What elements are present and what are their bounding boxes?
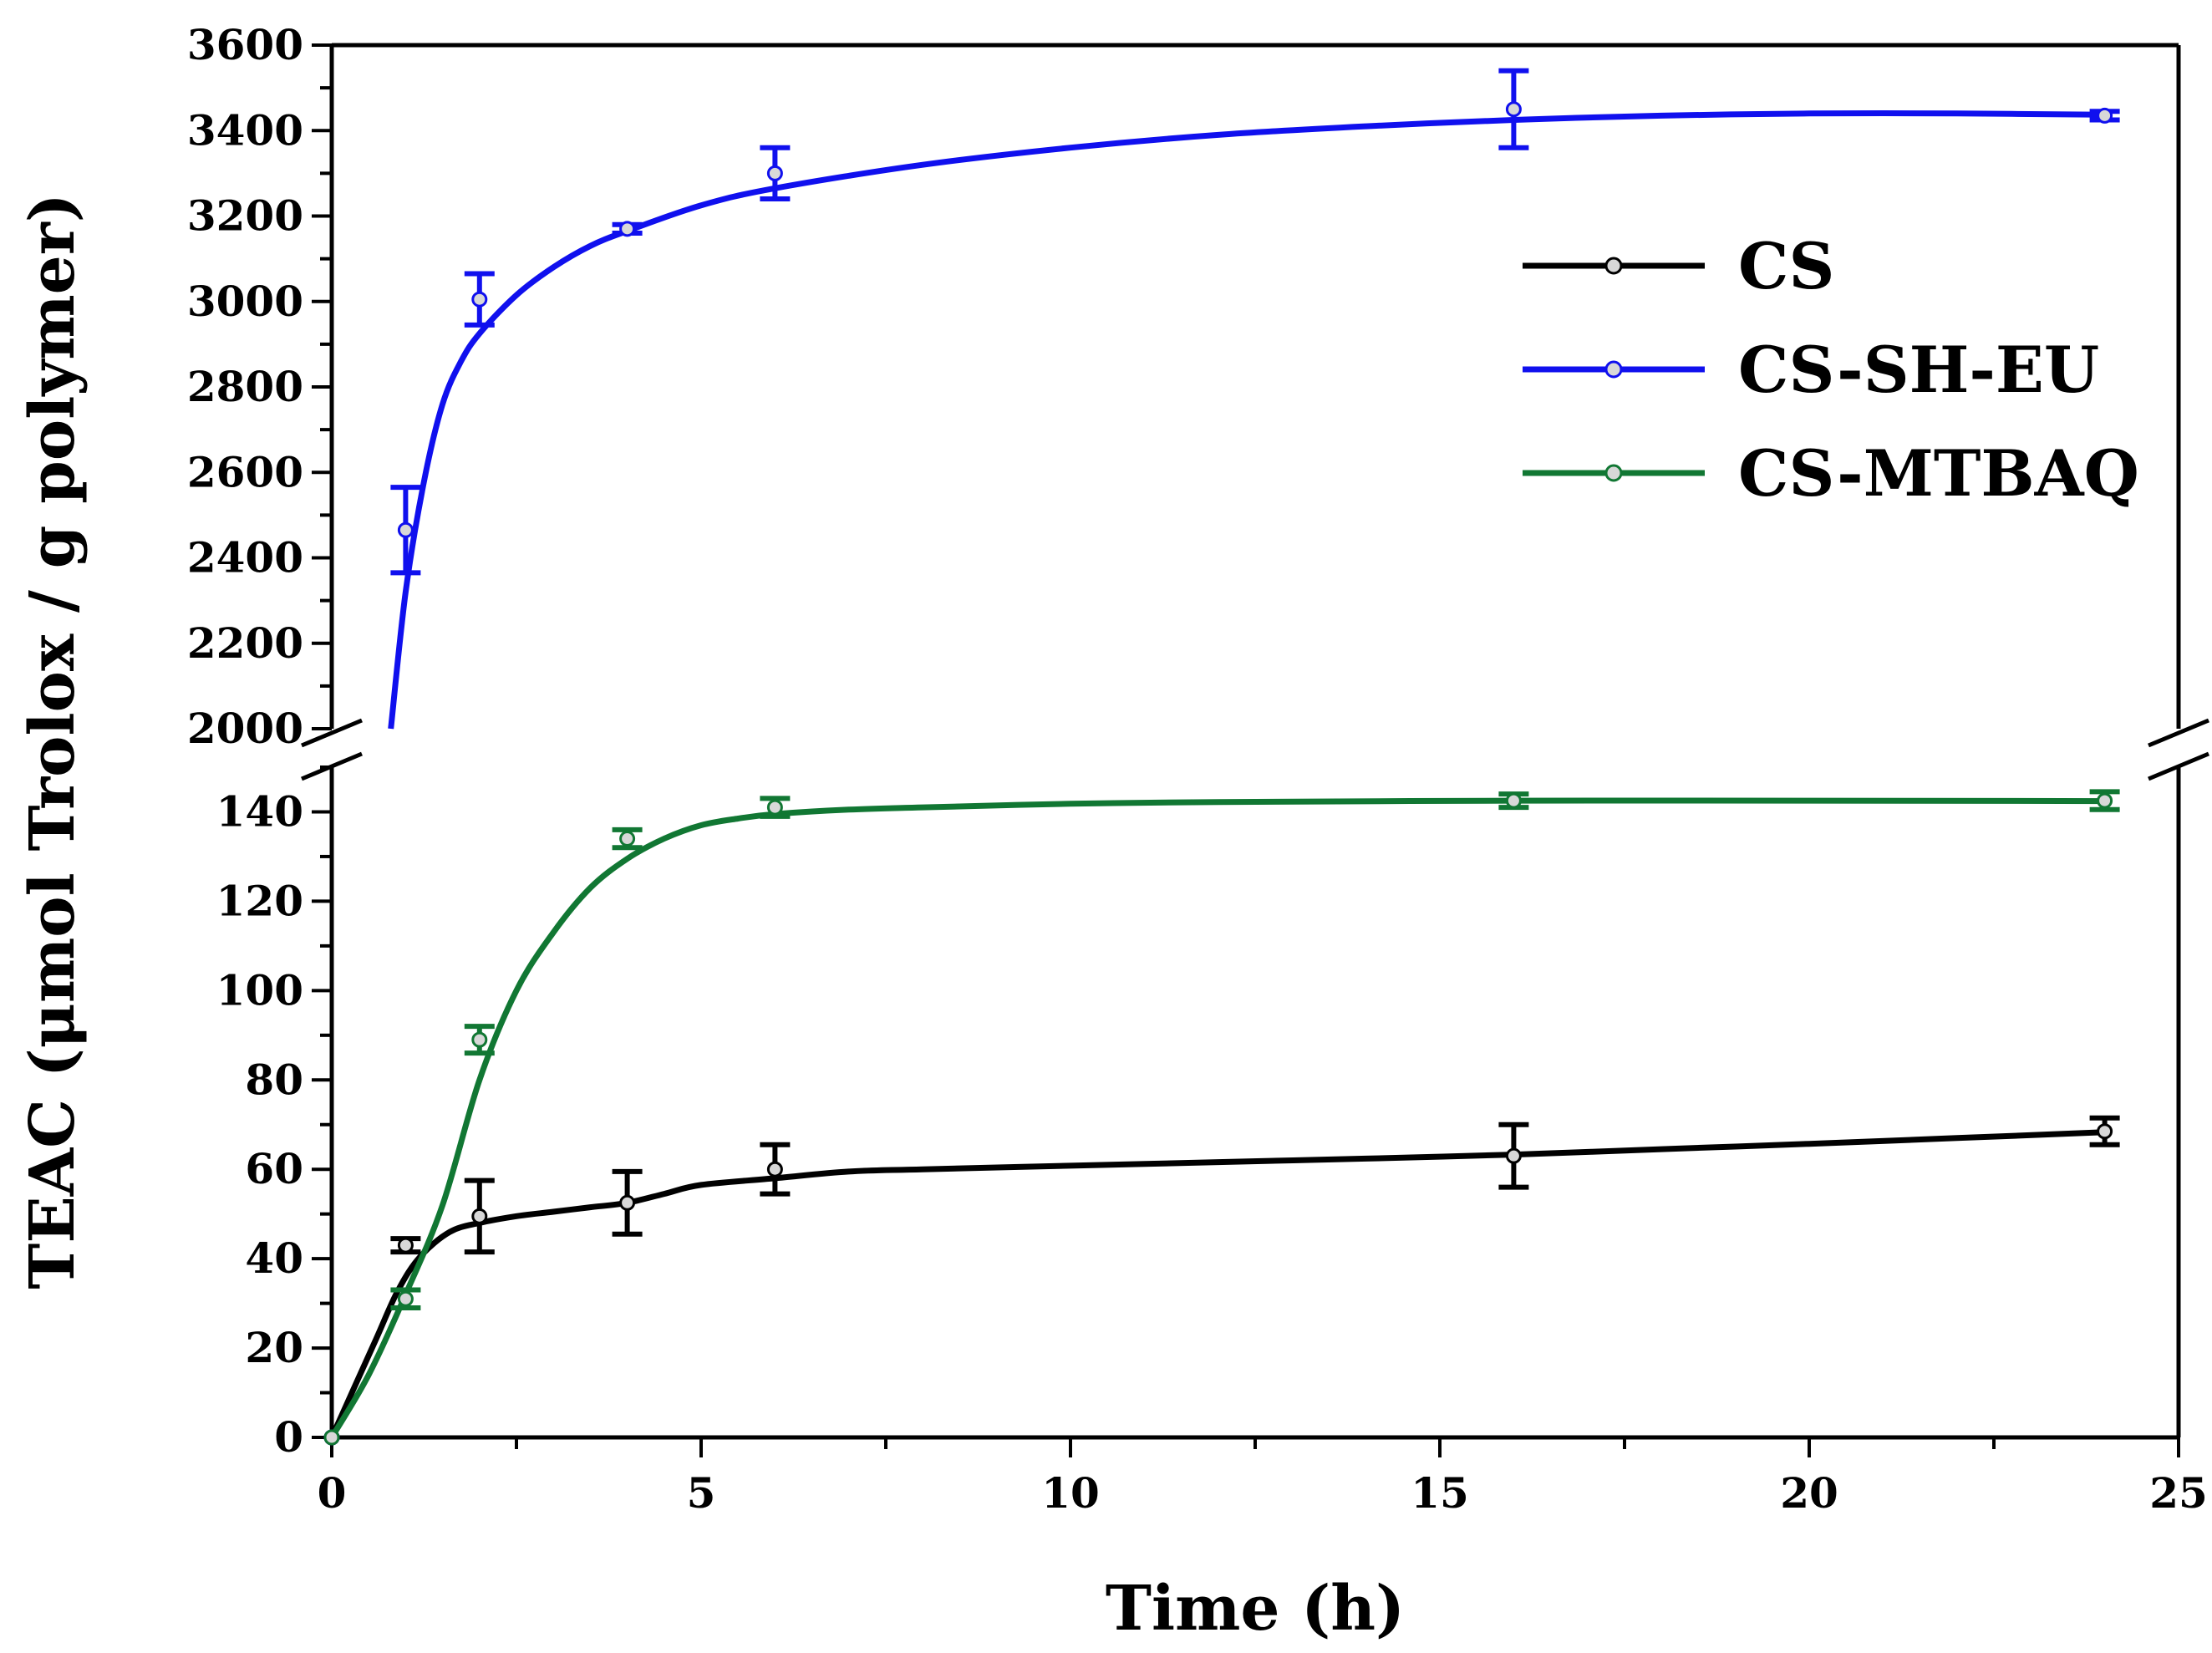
fit-curve-cs-mtbaq xyxy=(328,797,2105,1439)
series-layer xyxy=(323,68,2120,1446)
data-point-cs-mtbaq xyxy=(766,799,783,816)
y-tick-label: 2600 xyxy=(187,447,303,496)
legend-item-cs-sh-eu: CS-SH-EU xyxy=(1523,333,2099,407)
y-tick-label: 100 xyxy=(216,965,303,1015)
data-point-cs-mtbaq xyxy=(619,831,636,847)
data-point-cs xyxy=(766,1161,783,1177)
y-tick-label: 3000 xyxy=(187,277,303,326)
legend-marker xyxy=(1604,257,1623,275)
plot-frame xyxy=(329,43,2181,1440)
y-tick-label: 80 xyxy=(245,1055,303,1104)
x-tick-label: 5 xyxy=(687,1468,716,1518)
fit-curve-cs-sh-eu xyxy=(388,110,2105,730)
legend-label: CS-SH-EU xyxy=(1738,333,2099,407)
legend-item-cs-mtbaq: CS-MTBAQ xyxy=(1523,436,2139,511)
break-mark-left-lower xyxy=(301,751,363,781)
break-mark-left-upper xyxy=(301,718,363,748)
data-point-cs-mtbaq xyxy=(397,1290,414,1307)
series-cs-sh-eu xyxy=(323,68,2120,1446)
series-cs-mtbaq xyxy=(323,789,2120,1446)
y-tick-label: 20 xyxy=(245,1323,303,1372)
y-tick-label: 2000 xyxy=(187,704,303,753)
break-mark-right-lower xyxy=(2148,751,2209,781)
y-axis-title: TEAC (μmol Trolox / g polymer) xyxy=(17,193,89,1289)
data-point-cs-sh-eu xyxy=(1505,101,1522,118)
data-point-cs xyxy=(1505,1147,1522,1164)
y-tick-label: 120 xyxy=(216,876,303,925)
legend-label: CS-MTBAQ xyxy=(1738,436,2139,511)
axis-break-marks xyxy=(301,718,2209,781)
x-tick-label: 10 xyxy=(1041,1468,1100,1518)
y-tick-label: 2400 xyxy=(187,533,303,582)
y-tick-label: 2800 xyxy=(187,362,303,411)
y-tick-label: 140 xyxy=(216,786,303,836)
x-axis: 0 5 10 15 20 25 xyxy=(318,1437,2208,1518)
legend: CS CS-SH-EU CS-MTBAQ xyxy=(1523,229,2139,511)
y-tick-label: 3600 xyxy=(187,20,303,69)
data-point-cs-sh-eu xyxy=(397,521,414,538)
x-tick-label: 0 xyxy=(318,1468,347,1518)
x-tick-label: 15 xyxy=(1411,1468,1469,1518)
x-axis-title: Time (h) xyxy=(1106,1573,1405,1645)
y-axis: 2000 2200 2400 2600 2800 3000 3200 3400 3600 0 20 4… xyxy=(187,20,332,1462)
data-point-cs-sh-eu xyxy=(766,165,783,181)
data-point-cs-mtbaq xyxy=(2097,792,2113,809)
break-mark-right-upper xyxy=(2148,718,2209,748)
data-point-cs-mtbaq xyxy=(471,1031,488,1048)
y-tick-label: 3400 xyxy=(187,105,303,155)
data-point-cs-sh-eu xyxy=(471,291,488,308)
fit-curve-cs xyxy=(328,1129,2105,1439)
legend-item-cs: CS xyxy=(1523,229,1834,303)
x-tick-label: 20 xyxy=(1780,1468,1838,1518)
y-tick-label: 60 xyxy=(245,1144,303,1193)
data-point-cs-mtbaq xyxy=(1505,792,1522,809)
legend-marker xyxy=(1604,464,1623,482)
y-tick-label: 40 xyxy=(245,1233,303,1283)
data-point-cs xyxy=(471,1208,488,1224)
series-cs xyxy=(323,1115,2120,1446)
x-tick-label: 25 xyxy=(2149,1468,2208,1518)
data-point-cs xyxy=(2097,1123,2113,1140)
y-tick-label: 3200 xyxy=(187,191,303,241)
y-tick-label: 0 xyxy=(274,1412,303,1462)
data-point-cs-mtbaq xyxy=(323,1429,340,1446)
data-point-cs-sh-eu xyxy=(2097,107,2113,124)
data-point-cs-sh-eu xyxy=(619,221,636,237)
data-point-cs xyxy=(397,1237,414,1254)
legend-label: CS xyxy=(1738,229,1834,303)
y-tick-label: 2200 xyxy=(187,618,303,668)
legend-marker xyxy=(1604,360,1623,379)
data-point-cs xyxy=(619,1194,636,1211)
